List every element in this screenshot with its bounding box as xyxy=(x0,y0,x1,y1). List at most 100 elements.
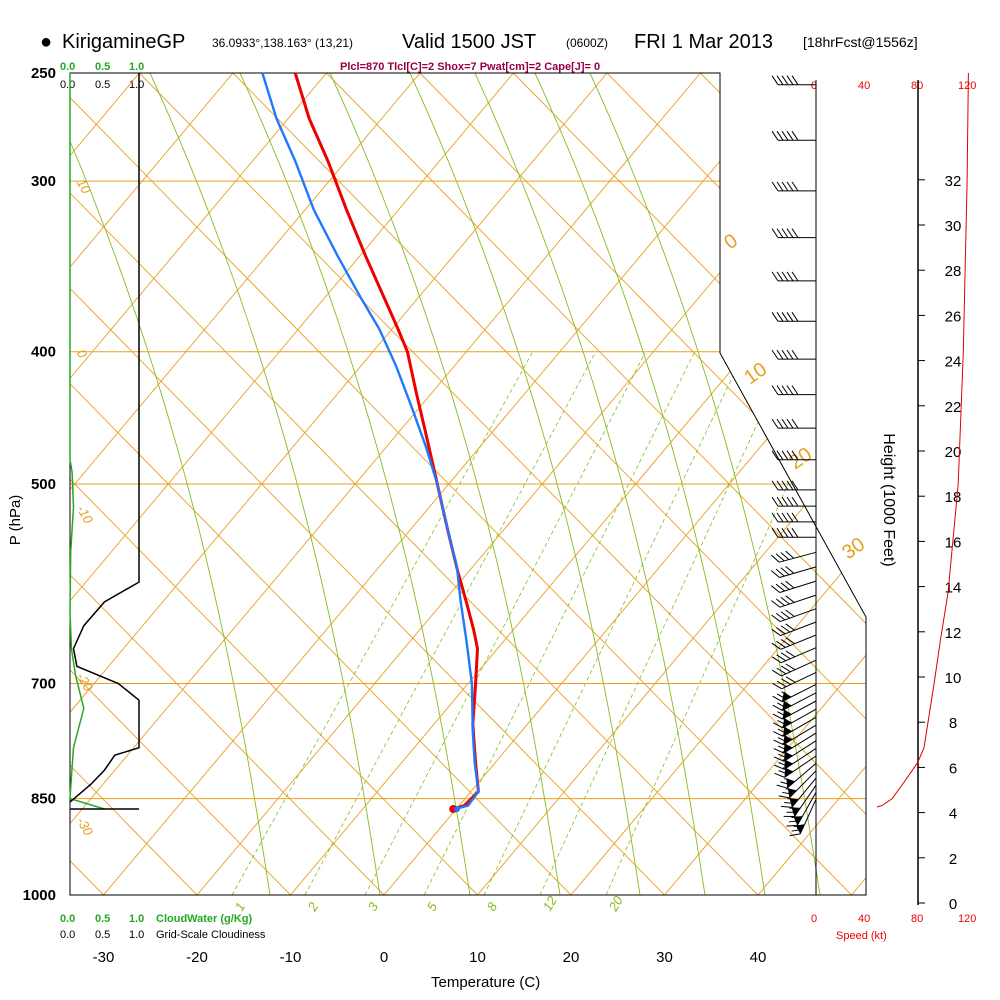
wind-barb-feather xyxy=(791,385,799,395)
wind-barb-feather xyxy=(780,552,790,560)
dry-adiabat-line xyxy=(70,73,291,895)
wind-barb-pennant xyxy=(782,717,792,728)
wind-barb-feather xyxy=(776,667,787,675)
cloudwater-bottom-2: 1.0 xyxy=(129,913,144,925)
wind-barb-pennant xyxy=(795,824,805,834)
wind-barb-feather xyxy=(771,585,781,593)
wind-barb xyxy=(774,747,817,770)
wind-barb-feather xyxy=(780,652,791,660)
wind-barb-staff xyxy=(781,683,817,702)
temperature-tick-label: -30 xyxy=(93,949,115,966)
wind-barb-feather xyxy=(776,496,784,507)
wind-barb-pennant xyxy=(783,751,793,762)
mixing-ratio-label: 5 xyxy=(424,899,441,913)
wind-barb-feather xyxy=(786,271,794,282)
wind-barb-feather xyxy=(771,614,781,622)
wind-barb-staff xyxy=(780,608,817,623)
height-tick-label: 12 xyxy=(945,625,962,642)
y-axis-label: P (hPa) xyxy=(7,495,24,546)
wind-barb-feather xyxy=(771,480,779,491)
wind-barb xyxy=(771,418,816,429)
wind-barb-feather xyxy=(786,312,794,322)
wind-barb-staff xyxy=(781,671,817,690)
wind-barb-feather xyxy=(780,582,790,590)
cloud-top-labels: 0.0 0.5 1.0 0.0 0.5 1.0 xyxy=(60,61,144,91)
dry-adiabat-line xyxy=(0,73,10,895)
wind-barb xyxy=(776,763,817,789)
wind-barb-feather xyxy=(771,130,779,141)
cloudwater-title: CloudWater (g/Kg) xyxy=(156,913,252,925)
temperature-tick-label: -10 xyxy=(280,949,302,966)
cloudwater-bottom-1: 0.5 xyxy=(95,913,110,925)
wind-barb-feather xyxy=(772,682,782,690)
height-tick-label: 8 xyxy=(949,715,957,732)
wind-barb-feather xyxy=(786,181,794,192)
height-tick-label: 28 xyxy=(945,263,962,280)
wind-barb-feather xyxy=(791,450,799,461)
wind-barb-pennant xyxy=(782,709,792,720)
wind-barb-pennant xyxy=(786,778,795,789)
wind-barb-feather xyxy=(776,385,784,395)
wind-barb-feather xyxy=(772,722,784,729)
temperature-tick-label: 30 xyxy=(656,949,673,966)
speed-top-3: 120 xyxy=(958,80,976,92)
mixing-ratio-line xyxy=(483,352,745,895)
wind-barb-feather xyxy=(786,130,794,141)
wind-barb-feather xyxy=(771,628,781,636)
wind-barb-staff xyxy=(791,777,817,808)
wind-barb-feather xyxy=(771,642,782,650)
speed-top-1: 40 xyxy=(858,80,870,92)
cloudiness-title: Grid-Scale Cloudiness xyxy=(156,929,266,941)
wind-barb-feather xyxy=(791,271,799,282)
wind-barb-feather xyxy=(770,570,780,578)
cloudwater-profile xyxy=(69,73,105,810)
pressure-tick-label: 250 xyxy=(31,65,56,82)
wind-barb-feather xyxy=(786,512,794,523)
wind-barb-feather xyxy=(778,795,790,799)
temperature-tick-label: 20 xyxy=(563,949,580,966)
isotherm-label: -30 xyxy=(74,814,97,838)
wind-barb-feather xyxy=(771,181,779,192)
wind-barb-staff xyxy=(782,692,817,711)
moist-adiabat-line xyxy=(589,73,821,895)
wind-barb-feather xyxy=(781,678,792,685)
wind-barb-feather xyxy=(791,480,799,491)
wind-barb xyxy=(771,228,816,239)
wind-barb-feather xyxy=(791,130,799,141)
moist-adiabat-line xyxy=(409,73,641,895)
wind-barb-feather xyxy=(791,418,799,429)
wind-barb xyxy=(771,480,816,491)
cloudiness-top-2: 1.0 xyxy=(129,79,144,91)
height-tick-label: 4 xyxy=(949,806,957,823)
moist-adiabat-line xyxy=(239,73,471,895)
surface-dewpoint-dot xyxy=(454,806,461,813)
wind-barb-staff xyxy=(779,580,817,593)
temperature-tick-label: 40 xyxy=(750,949,767,966)
wind-barb-feather xyxy=(775,598,786,607)
wind-barb-feather xyxy=(785,623,795,631)
pressure-tick-label: 400 xyxy=(31,344,56,361)
wind-barb-staff xyxy=(782,716,817,737)
speed-top-labels: 0 40 80 120 xyxy=(811,80,976,92)
x-axis-label: Temperature (C) xyxy=(431,974,540,991)
wind-barb-feather xyxy=(791,512,799,523)
wind-barb-feather xyxy=(786,385,794,395)
mixing-ratio-line xyxy=(364,352,646,895)
wind-barb xyxy=(771,647,817,664)
wind-barb-feather xyxy=(781,528,789,538)
wind-barb-feather xyxy=(791,496,799,507)
wind-barb xyxy=(771,634,817,650)
wind-barb-pennant xyxy=(783,734,792,745)
speed-title: Speed (kt) xyxy=(836,930,887,942)
wind-barb-feather xyxy=(786,824,798,827)
wind-barb xyxy=(783,784,817,818)
wind-barb-feather xyxy=(776,271,784,282)
wind-barb-feather xyxy=(775,568,785,577)
mixing-ratio-line xyxy=(539,352,791,895)
cloudiness-profile xyxy=(69,73,140,803)
valid-date: FRI 1 Mar 2013 xyxy=(634,31,773,53)
wind-barb-feather xyxy=(774,764,785,770)
dry-adiabat-line xyxy=(887,73,1000,895)
wind-barb-staff xyxy=(783,732,817,754)
